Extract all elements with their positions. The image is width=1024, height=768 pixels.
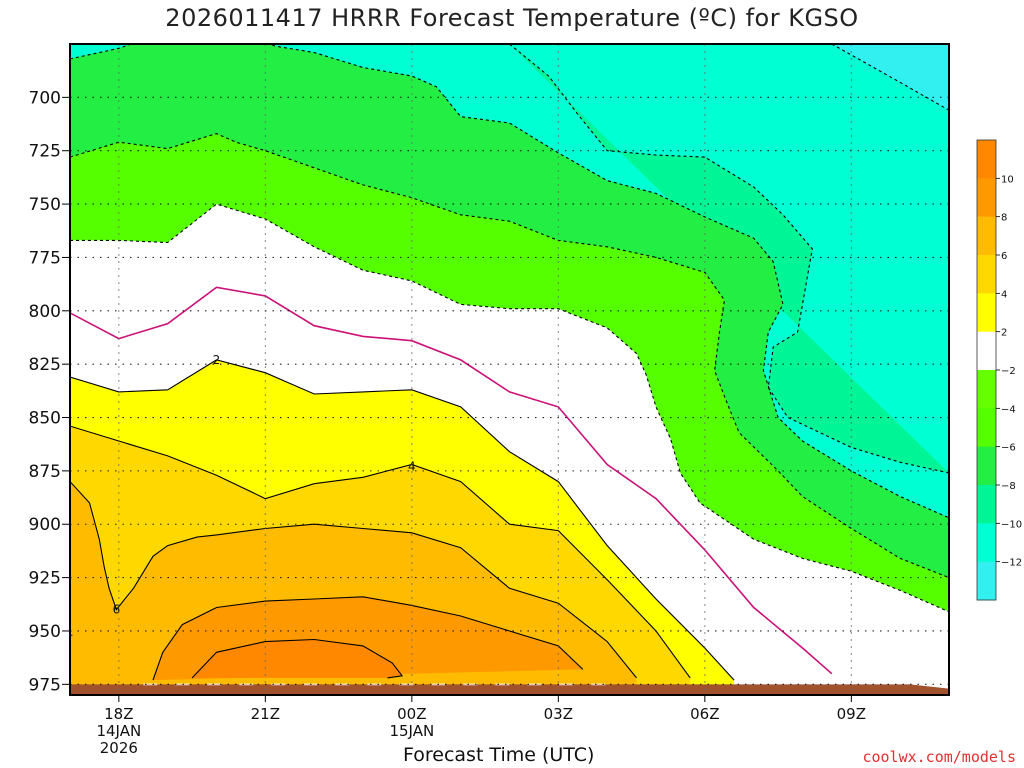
y-tick-label-725: 725 [29, 142, 61, 162]
colorbar-label-4: 2 [1001, 328, 1007, 339]
chart-title: 2026011417 HRRR Forecast Temperature (ºC… [165, 4, 859, 32]
x-tick-label-21Z: 21Z [251, 705, 280, 723]
colorbar-label-6: −4 [1001, 404, 1016, 415]
colorbar-label-1: 8 [1001, 213, 1007, 224]
fill-band-10-12 [192, 639, 403, 678]
isotherm-8-11 [152, 596, 584, 681]
colorbar-swatch-9 [977, 485, 996, 524]
colorbar-label-10: −12 [1001, 558, 1022, 569]
isotherm-m10-2 [509, 44, 949, 474]
x-tick-year-18Z: 2026 [100, 739, 138, 757]
colorbar-swatch-2 [977, 216, 996, 256]
y-tick-label-900: 900 [29, 515, 61, 535]
colorbar-swatch-4 [977, 293, 996, 333]
plot-frame [69, 43, 950, 696]
isotherm-m6-4 [70, 133, 949, 579]
isotherm-m8-3 [70, 44, 949, 519]
x-tick-label-18Z: 18Z [104, 705, 133, 723]
colorbar-swatch-5 [977, 331, 996, 371]
colorbar-label-2: 6 [1001, 251, 1007, 262]
isotherm-0-7 [70, 286, 833, 675]
colorbar-label-8: −8 [1001, 481, 1016, 492]
x-tick-date-00Z: 15JAN [389, 722, 434, 740]
y-tick-label-700: 700 [29, 88, 61, 108]
y-tick-label-775: 775 [29, 248, 61, 268]
colorbar-swatch-7 [977, 408, 996, 448]
colorbar-swatch-0 [977, 140, 996, 179]
contour-label-4: 4 [408, 460, 416, 474]
colorbar-label-9: −10 [1001, 519, 1022, 530]
x-axis-title: Forecast Time (UTC) [403, 744, 595, 766]
contour-label-6: 6 [113, 603, 121, 617]
x-tick-date-18Z: 14JAN [96, 722, 141, 740]
isotherm-m12-1 [831, 44, 949, 111]
colorbar-swatch-1 [977, 178, 996, 218]
x-tick-label-03Z: 03Z [544, 705, 573, 723]
contour-label-2: 2 [213, 353, 221, 367]
colorbar-swatch-3 [977, 255, 996, 294]
y-tick-label-925: 925 [29, 569, 61, 589]
colorbar-label-0: 10 [1001, 174, 1014, 185]
colorbar-label-5: −2 [1001, 366, 1016, 377]
fill-band-below-m12 [831, 44, 949, 111]
colorbar-swatch-6 [977, 370, 996, 409]
y-tick-label-975: 975 [29, 675, 61, 695]
source-credit: coolwx.com/models [862, 748, 1016, 766]
x-tick-label-06Z: 06Z [690, 705, 719, 723]
isotherm-4-9 [70, 425, 691, 679]
y-tick-label-875: 875 [29, 462, 61, 482]
y-tick-label-825: 825 [29, 355, 61, 375]
isotherm-10-12 [191, 638, 404, 679]
isotherm-2-8 [70, 359, 735, 681]
y-tick-label-800: 800 [29, 302, 61, 322]
isotherm-6-10 [70, 481, 637, 679]
colorbar-swatch-10 [977, 523, 996, 563]
ground-surface [70, 684, 949, 695]
x-tick-label-00Z: 00Z [397, 705, 426, 723]
colorbar-swatch-8 [977, 446, 996, 486]
colorbar-label-7: −6 [1001, 443, 1016, 454]
y-tick-label-850: 850 [29, 409, 61, 429]
colorbar-label-3: 4 [1001, 289, 1007, 300]
isotherm-m4-5 [70, 203, 949, 613]
x-tick-label-09Z: 09Z [837, 705, 866, 723]
colorbar-swatch-11 [977, 561, 996, 601]
y-tick-label-750: 750 [29, 195, 61, 215]
y-tick-label-950: 950 [29, 622, 61, 642]
